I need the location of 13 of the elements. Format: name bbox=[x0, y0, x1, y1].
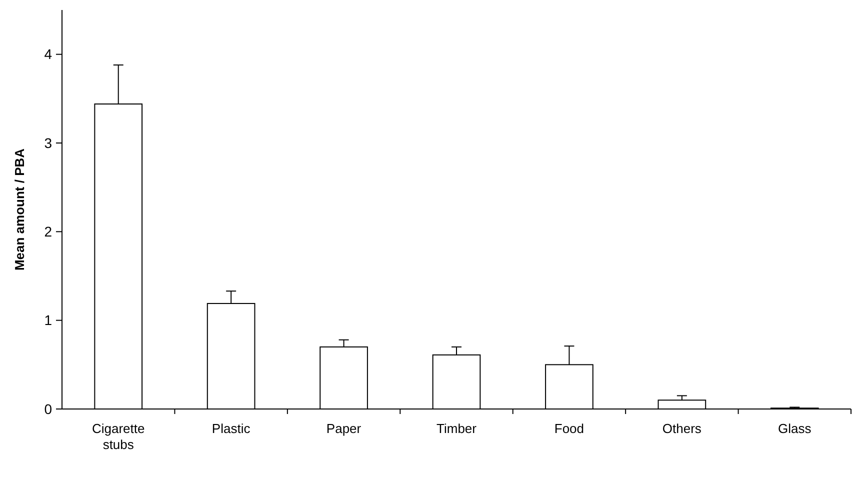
x-tick-label: Cigarette stubs bbox=[92, 421, 145, 452]
y-tick-label: 2 bbox=[44, 224, 52, 240]
y-axis-title: Mean amount / PBA bbox=[12, 148, 27, 271]
x-tick-label: Food bbox=[554, 421, 584, 436]
x-tick-label: Glass bbox=[778, 421, 812, 436]
y-tick-label: 0 bbox=[44, 400, 52, 417]
x-tick-label: Plastic bbox=[212, 421, 251, 436]
y-tick-label: 1 bbox=[44, 312, 52, 328]
y-tick-label: 3 bbox=[44, 134, 52, 151]
x-tick-label: Timber bbox=[436, 421, 478, 436]
y-tick-label: 4 bbox=[44, 46, 52, 62]
x-tick-label: Paper bbox=[326, 421, 362, 436]
x-tick-label: Others bbox=[662, 421, 702, 436]
